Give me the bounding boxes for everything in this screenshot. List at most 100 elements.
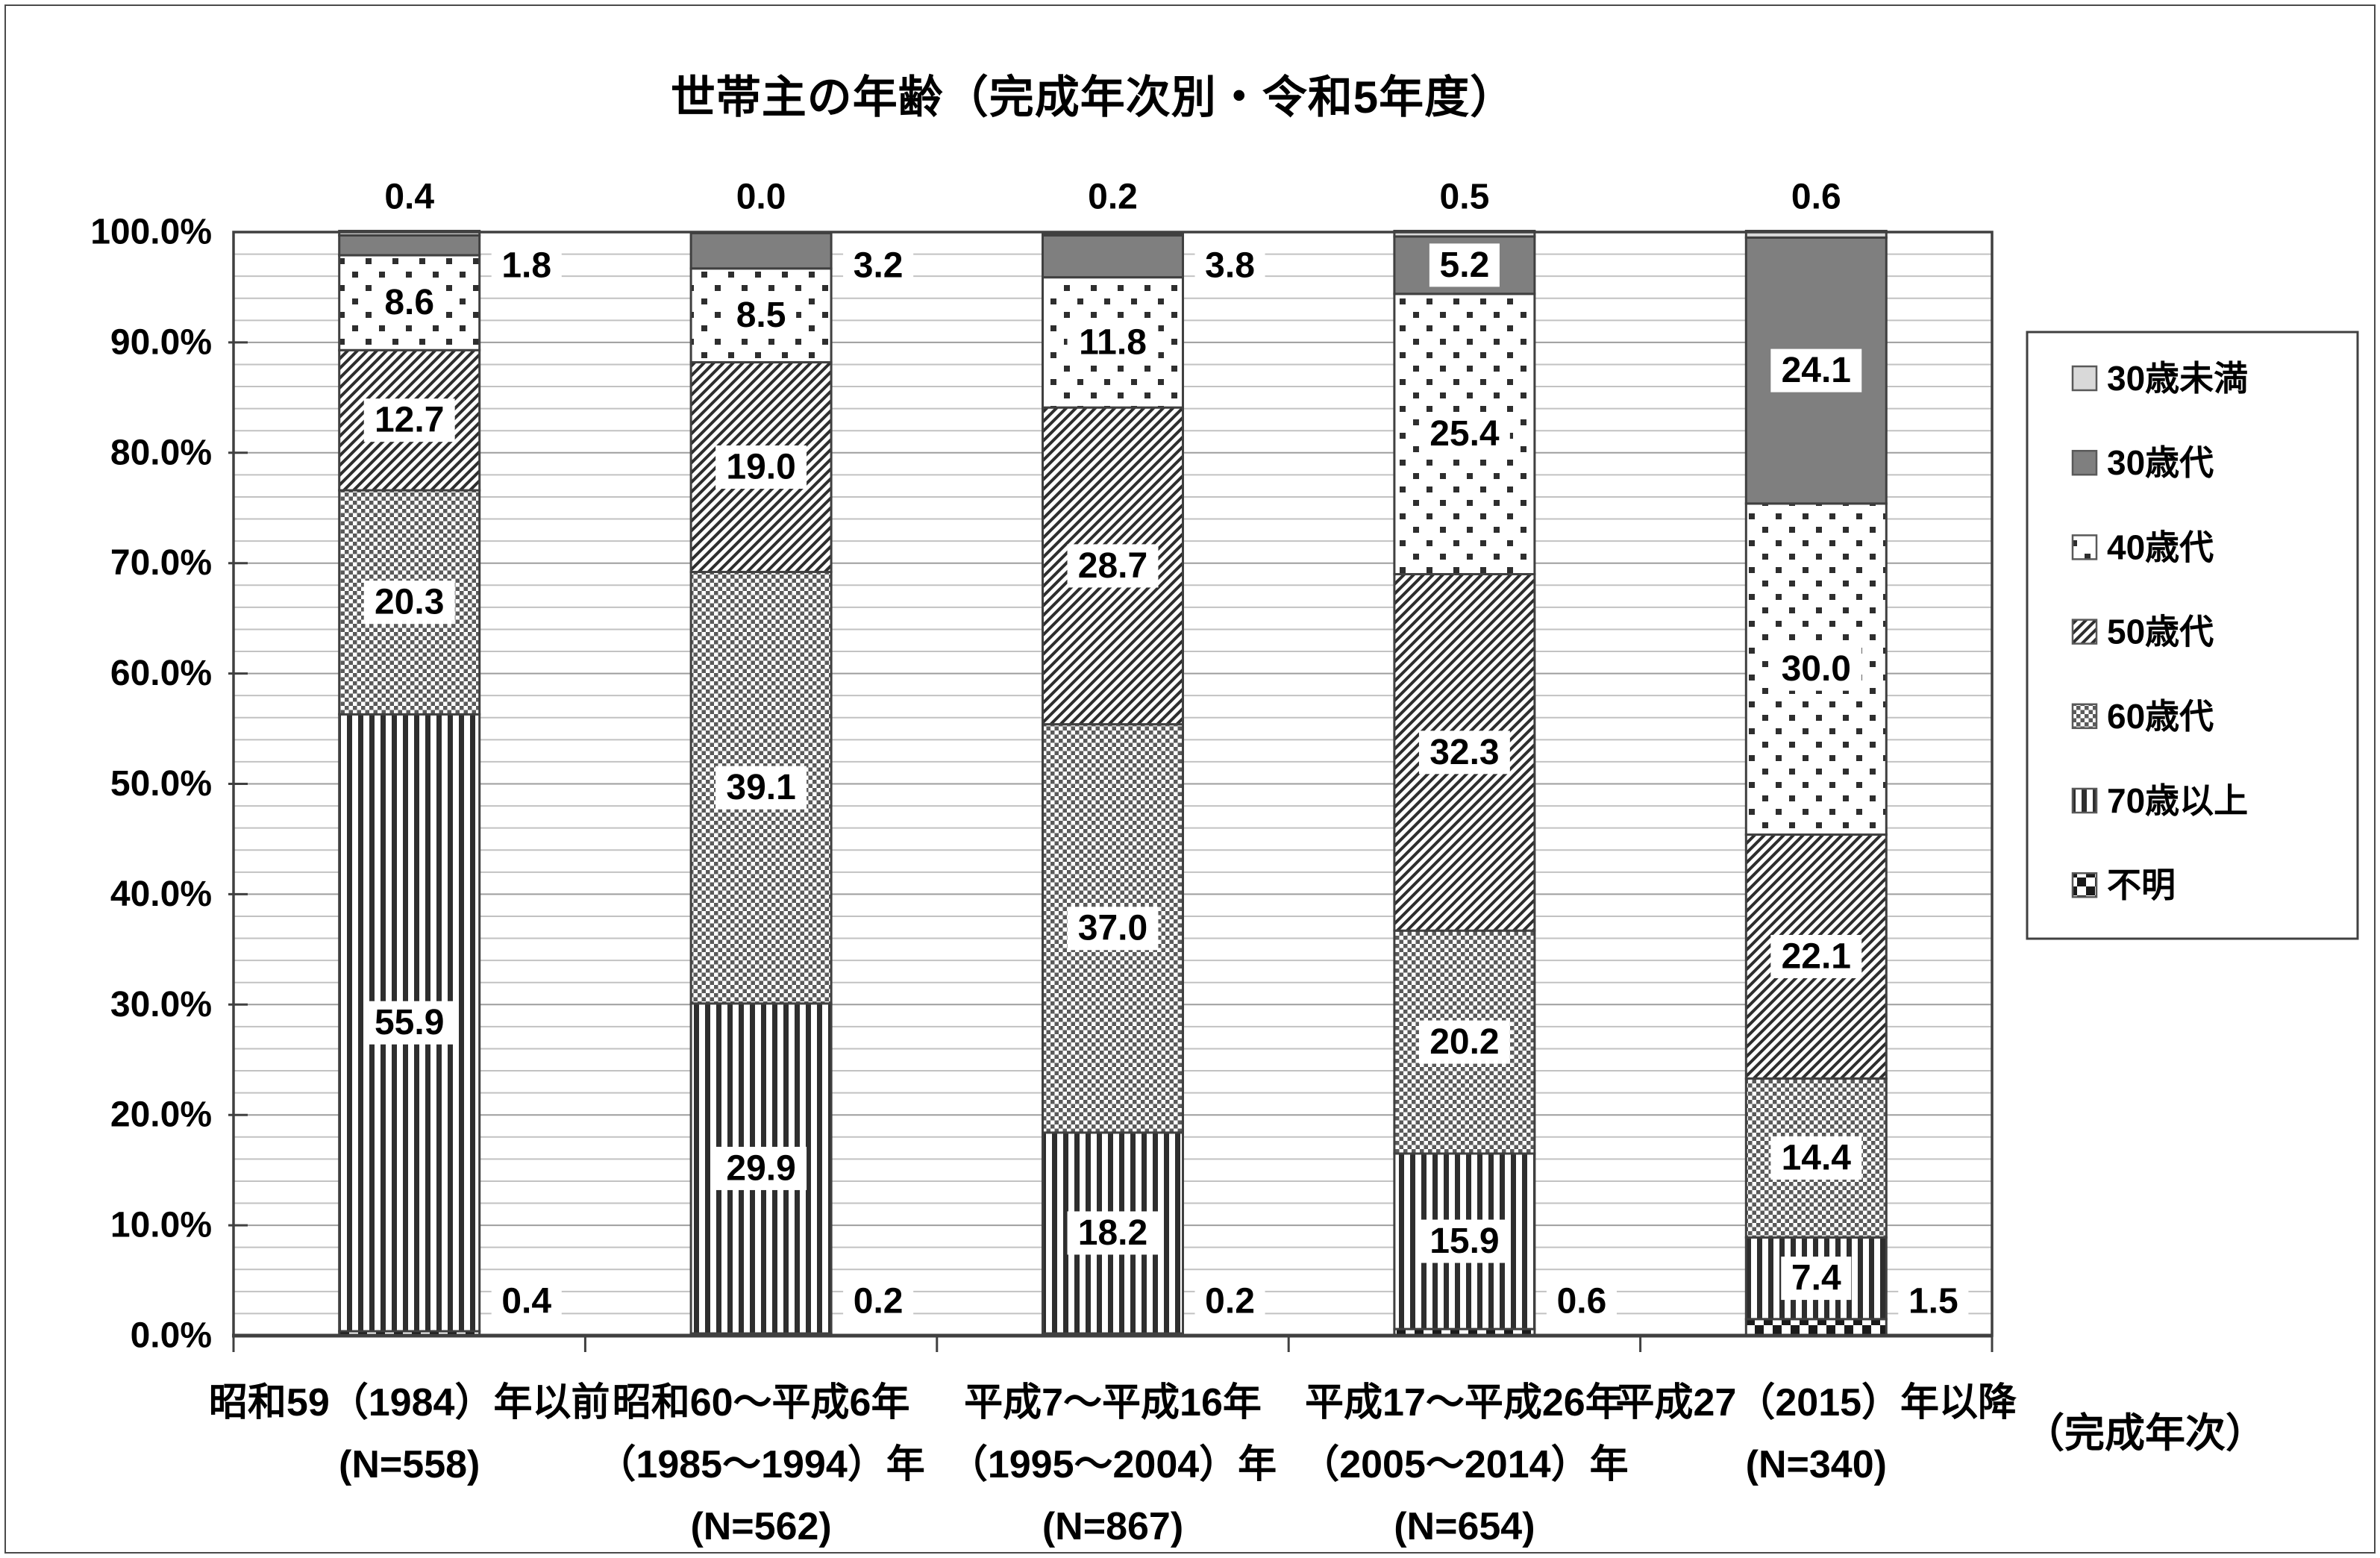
value-label-40歳代-cat5: 30.0: [1782, 649, 1851, 689]
value-label-不明-cat5: 1.5: [1908, 1282, 1958, 1321]
legend-label-不明: 不明: [2107, 866, 2176, 904]
value-label-box-不明-cat4: [1546, 1280, 1617, 1323]
value-label-30歳代-cat3: 3.8: [1205, 246, 1255, 286]
category-label-cat1-line1: 昭和59（1984）年以前: [209, 1381, 610, 1424]
category-label-cat3-line2: （1995～2004）年: [949, 1443, 1277, 1486]
legend-swatch-30歳未満-icon: [2071, 365, 2098, 392]
legend-label-40歳代: 40歳代: [2107, 528, 2214, 566]
value-label-box-30歳代-cat3: [1194, 244, 1265, 287]
legend-swatch-50歳代-icon: [2071, 619, 2098, 645]
value-label-box-50歳代-cat4: [1418, 730, 1510, 775]
value-label-box-不明-cat3: [1194, 1280, 1265, 1323]
value-label-30歳未満-cat3: 0.2: [1088, 178, 1138, 217]
legend-swatch-40歳代-icon: [2071, 534, 2098, 560]
value-label-30歳代-cat2: 3.2: [854, 246, 904, 286]
value-label-50歳代-cat2: 19.0: [726, 448, 795, 487]
legend-swatch-60歳代-icon: [2071, 703, 2098, 730]
value-label-30歳代-cat1: 1.8: [501, 246, 551, 286]
y-tick-label-20: 20.0%: [110, 1095, 212, 1135]
value-label-box-60歳代-cat2: [715, 766, 807, 810]
value-label-box-30歳代-cat2: [843, 244, 914, 287]
category-label-cat2-line1: 昭和60～平成6年: [613, 1381, 910, 1424]
value-label-40歳代-cat4: 25.4: [1429, 414, 1500, 454]
value-label-不明-cat4: 0.6: [1557, 1282, 1607, 1321]
y-tick-label-30: 30.0%: [110, 985, 212, 1024]
value-label-50歳代-cat3: 28.7: [1078, 546, 1147, 586]
y-tick-label-70: 70.0%: [110, 543, 212, 583]
bar-segment-50歳代-cat2: [689, 361, 833, 574]
value-label-70歳以上-cat1: 55.9: [375, 1003, 444, 1042]
value-label-box-60歳代-cat1: [363, 581, 455, 625]
value-label-box-40歳代-cat5: [1770, 647, 1862, 691]
value-label-60歳代-cat2: 39.1: [726, 768, 795, 807]
value-label-30歳未満-cat2: 0.0: [736, 178, 786, 217]
value-label-50歳代-cat4: 32.3: [1429, 733, 1499, 772]
category-label-cat3-line1: 平成7～平成16年: [964, 1381, 1262, 1424]
value-label-70歳以上-cat2: 29.9: [726, 1148, 795, 1188]
legend-label-70歳以上: 70歳以上: [2107, 781, 2248, 820]
value-label-box-不明-cat1: [491, 1280, 562, 1323]
value-label-box-40歳代-cat3: [1067, 320, 1159, 364]
y-tick-label-40: 40.0%: [110, 875, 212, 914]
value-labels: 0.4 0.2 0.2 0.6 1.5 55.9 29.9 18.2 15.9 7.4 20.3 39…: [363, 178, 1969, 1323]
axes: 0.0% 10.0% 20.0% 30.0% 40.0% 50.0% 60.0% 70.0% 8…: [90, 213, 1994, 1356]
value-label-60歳代-cat3: 37.0: [1078, 909, 1147, 948]
y-tick-label-10: 10.0%: [110, 1206, 212, 1245]
bar-segment-40歳代-cat4: [1393, 292, 1536, 575]
legend-swatch-70歳以上-icon: [2071, 787, 2098, 814]
y-tick-label-100: 100.0%: [90, 213, 212, 252]
value-label-50歳代-cat5: 22.1: [1782, 936, 1851, 976]
value-label-box-40歳代-cat4: [1418, 412, 1510, 456]
legend-label-60歳代: 60歳代: [2107, 697, 2214, 736]
category-label-cat3-line3: (N=867): [1042, 1505, 1183, 1548]
value-label-30歳未満-cat1: 0.4: [384, 178, 434, 217]
value-label-box-70歳以上-cat4: [1418, 1219, 1510, 1263]
category-label-cat1-line2: (N=558): [339, 1443, 480, 1486]
value-label-box-50歳代-cat2: [715, 445, 807, 489]
value-label-70歳以上-cat4: 15.9: [1429, 1221, 1499, 1261]
value-label-30歳代-cat5: 24.1: [1782, 351, 1851, 390]
value-label-box-50歳代-cat1: [363, 398, 455, 442]
value-label-60歳代-cat4: 20.2: [1429, 1022, 1499, 1062]
value-label-box-30歳代-cat4: [1429, 243, 1500, 287]
bar-segment-30歳代-cat2: [689, 231, 833, 270]
value-label-box-不明-cat5: [1898, 1280, 1969, 1323]
value-label-70歳以上-cat5: 7.4: [1791, 1259, 1841, 1298]
value-label-box-60歳代-cat5: [1770, 1136, 1862, 1180]
value-label-box-50歳代-cat5: [1770, 934, 1862, 978]
value-label-40歳代-cat2: 8.5: [736, 295, 786, 335]
legend-swatch-30歳代-icon: [2071, 449, 2098, 476]
category-label-cat5-line2: (N=340): [1746, 1443, 1887, 1486]
value-label-70歳以上-cat3: 18.2: [1078, 1213, 1147, 1253]
bar-segment-30歳未満-cat3: [1042, 231, 1184, 237]
category-axis-labels: 昭和59（1984）年以前 (N=558) 昭和60～平成6年 （1985～1994）…: [209, 1381, 2017, 1548]
value-label-box-70歳以上-cat3: [1067, 1211, 1159, 1255]
value-label-40歳代-cat1: 8.6: [384, 283, 434, 322]
category-label-cat4-line1: 平成17～平成26年: [1305, 1381, 1624, 1424]
legend-swatch-不明-icon: [2071, 872, 2098, 898]
value-label-box-70歳以上-cat2: [715, 1146, 807, 1190]
chart-title: 世帯主の年齢（完成年次別・令和5年度）: [670, 72, 1516, 122]
y-tick-label-50: 50.0%: [110, 764, 212, 804]
bar-segment-不明-cat5: [1744, 1318, 1888, 1337]
value-label-box-40歳代-cat1: [374, 281, 445, 325]
value-label-box-不明-cat2: [843, 1280, 914, 1323]
y-tick-label-0: 0.0%: [131, 1316, 212, 1356]
bar-segment-30歳代-cat3: [1042, 234, 1184, 279]
value-label-50歳代-cat1: 12.7: [375, 401, 444, 440]
category-label-cat2-line3: (N=562): [690, 1505, 831, 1548]
value-label-不明-cat3: 0.2: [1205, 1282, 1255, 1321]
category-label-cat4-line3: (N=654): [1394, 1505, 1535, 1548]
value-label-box-60歳代-cat3: [1067, 907, 1159, 951]
category-label-cat2-line2: （1985～1994）年: [597, 1443, 924, 1486]
y-tick-label-80: 80.0%: [110, 433, 212, 472]
value-label-不明-cat2: 0.2: [854, 1282, 904, 1321]
legend-label-50歳代: 50歳代: [2107, 613, 2214, 651]
value-label-box-70歳以上-cat5: [1781, 1257, 1852, 1301]
value-label-不明-cat1: 0.4: [501, 1282, 551, 1321]
legend-label-30歳代: 30歳代: [2107, 443, 2214, 482]
value-label-box-60歳代-cat4: [1418, 1020, 1510, 1064]
